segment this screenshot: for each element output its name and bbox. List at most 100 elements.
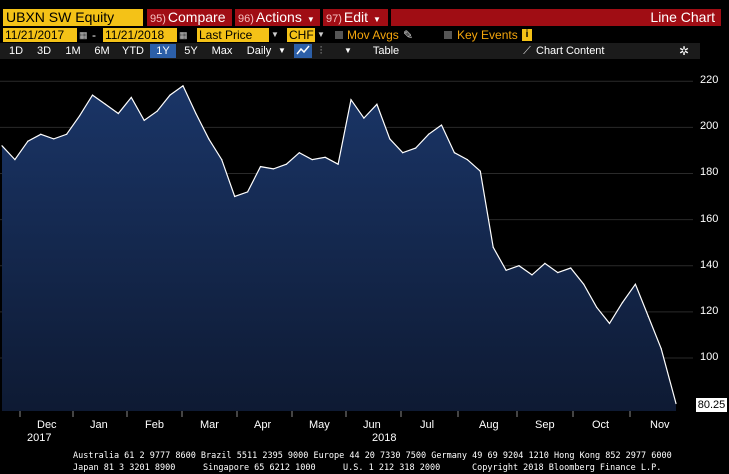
x-tick-label: Apr	[254, 419, 272, 431]
data-point	[415, 147, 417, 149]
data-point	[492, 246, 494, 248]
end-date-field[interactable]: 11/21/2018	[103, 28, 177, 42]
calendar-icon[interactable]: ▦	[179, 30, 188, 40]
x-year-label: 2018	[372, 432, 397, 444]
data-point	[634, 283, 636, 285]
x-tick-label: Dec	[37, 419, 57, 431]
data-point	[363, 117, 365, 119]
dropdown-arrow-icon[interactable]: ▼	[278, 46, 286, 55]
period-3d[interactable]: 3D	[36, 45, 52, 57]
calendar-icon[interactable]: ▦	[79, 30, 88, 40]
currency-select[interactable]: CHF	[287, 28, 315, 42]
data-point	[570, 267, 572, 269]
compare-label: Compare	[167, 9, 226, 25]
period-max[interactable]: Max	[211, 45, 233, 57]
y-tick-label: 140	[700, 258, 719, 271]
data-point	[453, 152, 456, 154]
data-point	[531, 274, 533, 276]
data-point	[608, 322, 611, 324]
data-point	[156, 110, 158, 112]
period-5y[interactable]: 5Y	[184, 45, 198, 57]
table-button[interactable]: Table	[372, 45, 400, 57]
data-point	[117, 112, 119, 115]
chart-content-button[interactable]: Chart Content	[536, 45, 605, 57]
key-events-label: Key Events	[457, 28, 518, 42]
y-tick-label: 180	[700, 166, 719, 179]
gear-icon[interactable]: ✲	[678, 44, 690, 58]
x-tick-label: Feb	[145, 419, 164, 431]
y-tick-label: 200	[700, 120, 719, 133]
key-events-checkbox[interactable]	[444, 31, 452, 39]
data-point	[130, 96, 132, 98]
data-point	[324, 156, 326, 158]
data-point	[350, 99, 352, 101]
period-1y[interactable]: 1Y	[150, 44, 176, 58]
info-icon[interactable]: i	[522, 29, 532, 41]
period-1m[interactable]: 1M	[65, 45, 81, 57]
x-tick-label: Oct	[592, 419, 610, 431]
mov-avgs-label: Mov Avgs	[347, 28, 399, 42]
data-point	[1, 145, 3, 147]
data-point	[647, 315, 649, 318]
data-point	[246, 191, 249, 193]
compare-button[interactable]: 95) Compare	[147, 9, 232, 26]
field-select[interactable]: Last Price	[197, 28, 269, 42]
dropdown-arrow-icon[interactable]: ▼	[271, 30, 279, 39]
data-point	[675, 402, 677, 405]
data-point	[27, 140, 29, 142]
data-point	[660, 348, 662, 350]
compare-number: 95)	[150, 13, 166, 25]
line-chart-icon[interactable]	[294, 44, 312, 58]
date-separator: -	[92, 28, 96, 42]
y-tick-label: 220	[700, 74, 719, 87]
data-point	[143, 119, 145, 122]
period-ytd[interactable]: YTD	[122, 45, 144, 57]
data-points	[1, 85, 677, 405]
price-area	[2, 85, 676, 411]
footer-singapore: Singapore 65 6212 1000	[203, 463, 316, 473]
mov-avgs-checkbox[interactable]	[335, 31, 343, 39]
frequency-select[interactable]: Daily	[246, 45, 272, 57]
data-point	[91, 94, 94, 96]
actions-button[interactable]: 96) Actions ▼	[235, 9, 320, 26]
data-point	[40, 133, 42, 135]
edit-label: Edit	[343, 9, 369, 25]
x-tick-label: Nov	[650, 419, 670, 431]
data-point	[427, 133, 430, 135]
data-point	[595, 306, 598, 308]
ticker-field[interactable]: UBXN SW Equity	[3, 9, 143, 26]
x-tick-label: Jun	[363, 419, 381, 431]
data-point	[544, 262, 546, 265]
actions-number: 96)	[238, 13, 254, 25]
data-point	[182, 85, 184, 87]
edit-number: 97)	[326, 13, 342, 25]
data-point	[285, 163, 287, 165]
x-year-label: 2017	[27, 432, 52, 444]
data-point	[66, 133, 68, 135]
data-point	[272, 168, 275, 170]
dropdown-arrow-icon: ▼	[373, 15, 381, 24]
start-date-field[interactable]: 11/21/2017	[3, 28, 77, 42]
edit-button[interactable]: 97) Edit ▼	[323, 9, 388, 26]
data-point	[14, 159, 16, 161]
x-axis-ticks	[19, 411, 631, 417]
data-point	[479, 170, 481, 172]
chart-content-icon[interactable]: ⟋	[523, 45, 531, 57]
bar-chart-icon[interactable]: ⫶	[319, 45, 323, 57]
y-tick-label: 100	[700, 350, 719, 363]
data-point	[234, 195, 236, 198]
pencil-icon[interactable]: ✎	[403, 28, 414, 42]
data-point	[259, 165, 262, 168]
data-point	[376, 103, 378, 105]
footer-contacts: Australia 61 2 9777 8600 Brazil 5511 239…	[73, 451, 672, 461]
data-point	[195, 112, 197, 115]
dropdown-arrow-icon[interactable]: ▼	[344, 46, 352, 55]
y-tick-label: 160	[700, 212, 719, 225]
actions-label: Actions	[255, 9, 302, 25]
data-point	[440, 124, 443, 126]
period-1d[interactable]: 1D	[8, 45, 24, 57]
dropdown-arrow-icon[interactable]: ▼	[317, 30, 325, 39]
period-6m[interactable]: 6M	[94, 45, 110, 57]
last-price-label: 80.25	[696, 397, 727, 412]
data-point	[402, 152, 404, 154]
